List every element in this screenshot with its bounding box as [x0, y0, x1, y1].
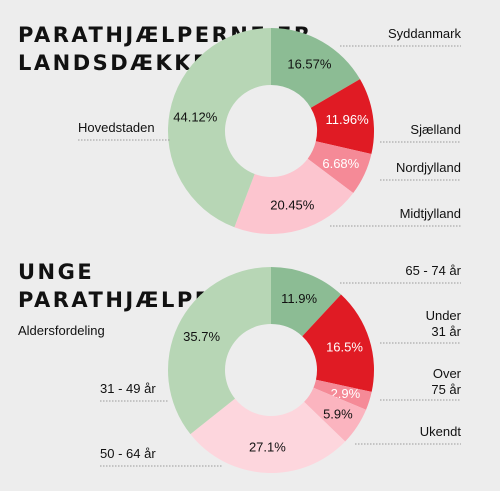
chart1-slice-0: [271, 28, 361, 108]
chart2-category-label-4: 50 - 64 år: [100, 446, 156, 461]
chart2-value-label-1: 16.5%: [326, 339, 363, 354]
chart1-slice-2: [307, 141, 372, 194]
chart1-donut: 16.57% 11.96% 6.68% 20.45% 44.12% Syddanmark S…: [78, 26, 461, 235]
chart2-value-label-5: 35.7%: [183, 329, 220, 344]
chart1-category-label-1: Sjælland: [410, 122, 461, 137]
chart2-category-label-3: Ukendt: [420, 424, 462, 439]
chart2-donut: 11.9% 16.5% 2.9% 5.9% 27.1% 35.7% 65 - 74 år Un…: [100, 263, 462, 474]
chart1-value-label-4: 44.12%: [173, 110, 218, 125]
chart1-value-label-3: 20.45%: [270, 198, 315, 213]
chart1-slice-3: [234, 158, 354, 235]
chart1-category-label-3: Midtjylland: [400, 206, 461, 221]
chart2-slice-0: [271, 267, 342, 337]
chart1-category-label-0: Syddanmark: [388, 26, 461, 41]
chart2-title-line1: UNGE: [18, 260, 94, 284]
chart2-slice-4: [190, 398, 346, 474]
chart2-subtitle: Aldersfordeling: [18, 323, 105, 338]
chart1-value-label-0: 16.57%: [287, 57, 332, 72]
chart2-value-label-2: 2.9%: [331, 386, 361, 401]
chart2-slice-2: [313, 379, 372, 410]
chart2-category-label-5: 31 - 49 år: [100, 381, 156, 396]
chart1-category-label-2: Nordjylland: [396, 160, 461, 175]
chart1-value-label-1: 11.96%: [326, 112, 370, 127]
chart2-category-label-0: 65 - 74 år: [405, 263, 461, 278]
chart2-value-label-0: 11.9%: [281, 291, 317, 306]
chart2-slice-1: [302, 294, 375, 392]
chart2-value-label-3: 5.9%: [323, 406, 353, 421]
chart2-value-label-4: 27.1%: [249, 439, 286, 454]
chart2-category-label-2: Over 75 år: [431, 366, 461, 397]
chart1-value-label-2: 6.68%: [322, 156, 359, 171]
chart2-category-label-1: Under 31 år: [426, 308, 462, 339]
chart2-slice-3: [304, 387, 367, 442]
chart1-slice-1: [310, 79, 375, 155]
chart1-slice-4: [167, 27, 271, 228]
chart2-slice-5: [167, 267, 271, 435]
chart1-category-label-4: Hovedstaden: [78, 120, 155, 135]
